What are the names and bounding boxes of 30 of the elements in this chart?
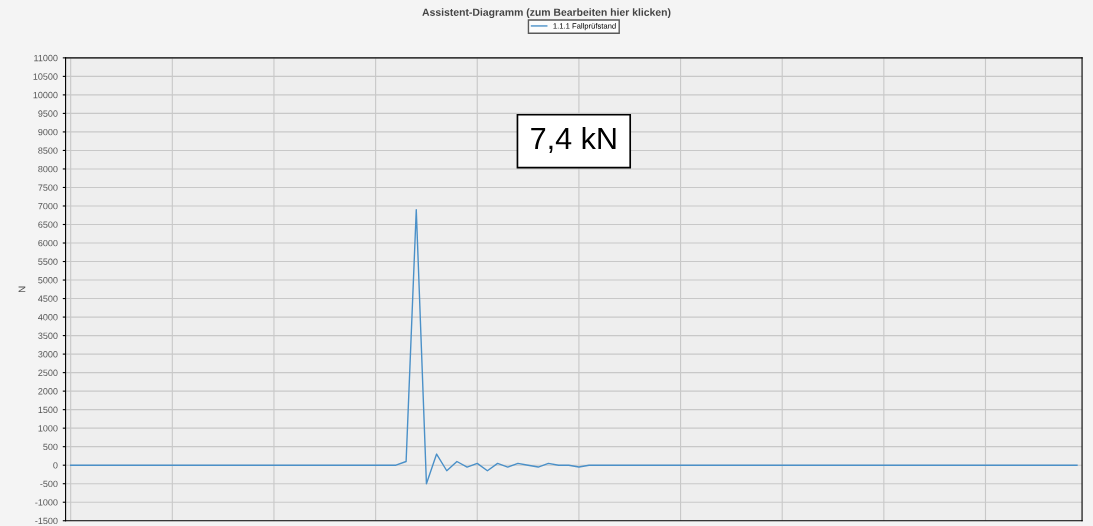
- y-tick-label: 0: [53, 462, 58, 469]
- y-tick-label: 11000: [34, 54, 58, 62]
- y-tick-label: 9500: [38, 110, 58, 117]
- y-tick-label: -1000: [35, 499, 58, 506]
- y-tick-label: 9000: [38, 128, 58, 136]
- y-tick-label: 3000: [38, 351, 58, 358]
- annotation: 7,4 kN: [531, 126, 616, 153]
- y-tick-label: 4000: [38, 314, 58, 321]
- y-tick-label: 6500: [38, 221, 58, 228]
- y-tick-label: 7500: [38, 184, 58, 191]
- y-tick-label: -500: [40, 480, 58, 488]
- y-tick-label: 7000: [38, 202, 58, 210]
- y-tick-label: 2000: [38, 388, 58, 395]
- y-tick-label: 6000: [38, 239, 58, 247]
- y-tick-label: 1000: [38, 425, 58, 432]
- chart-title: Assistent-Diagramm (zum Bearbeiten hier klicken): [422, 8, 671, 19]
- y-tick-label: -1500: [35, 517, 58, 525]
- line-series: [69, 208, 1078, 485]
- y-tick-label: 2500: [38, 369, 58, 376]
- y-tick-label: 5500: [38, 258, 58, 265]
- y-tick-label: 500: [43, 443, 58, 451]
- y-tick-label: 8500: [38, 147, 58, 154]
- y-tick-label: 10000: [33, 91, 58, 99]
- y-tick-label: 1500: [38, 406, 58, 414]
- y-tick-label: 3500: [38, 332, 58, 339]
- y-tick-label: 5000: [38, 277, 58, 284]
- y-tick-label: 4500: [38, 295, 58, 302]
- y-axis-title: N: [18, 286, 26, 293]
- y-tick-label: 10500: [33, 73, 58, 80]
- y-tick-label: 8000: [38, 165, 58, 173]
